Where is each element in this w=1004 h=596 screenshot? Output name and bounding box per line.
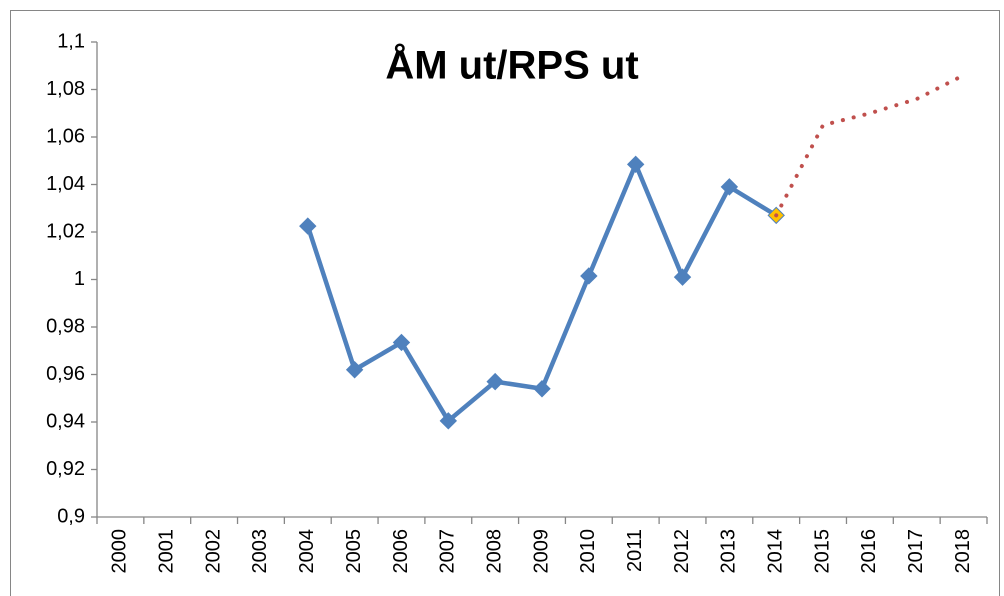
chart-border xyxy=(10,10,1000,596)
marker xyxy=(533,380,551,398)
y-tick-label: 0,96 xyxy=(46,363,85,385)
y-tick-label: 1,1 xyxy=(57,30,85,52)
y-tick-label: 1,02 xyxy=(46,220,85,242)
marker xyxy=(486,372,504,391)
x-tick-label: 2011 xyxy=(624,529,646,572)
marker xyxy=(580,267,598,285)
x-tick-label: 2018 xyxy=(952,529,974,574)
x-tick-label: 2008 xyxy=(483,529,505,574)
x-tick-label: 2015 xyxy=(811,529,833,574)
x-tick-label: 2009 xyxy=(530,529,552,574)
y-tick-label: 0,94 xyxy=(46,410,85,432)
marker xyxy=(626,155,645,174)
x-tick-label: 2004 xyxy=(296,529,318,574)
marker xyxy=(345,361,364,379)
y-tick-label: 0,98 xyxy=(46,315,85,337)
x-tick-label: 2001 xyxy=(156,529,178,574)
chart-title: ÅM ut/RPS ut xyxy=(385,43,638,88)
x-tick-label: 2014 xyxy=(764,529,786,574)
x-tick-label: 2006 xyxy=(390,529,412,574)
x-tick-label: 2010 xyxy=(577,529,599,574)
x-tick-label: 2012 xyxy=(671,529,693,574)
x-tick-label: 2003 xyxy=(249,529,271,574)
marker xyxy=(299,217,317,235)
y-tick-label: 0,9 xyxy=(57,505,85,527)
x-tick-label: 2002 xyxy=(202,529,224,574)
y-tick-label: 1 xyxy=(74,268,85,290)
x-tick-label: 2005 xyxy=(343,529,365,574)
x-tick-label: 2013 xyxy=(718,529,740,574)
y-tick-label: 1,04 xyxy=(46,173,85,195)
x-tick-label: 2007 xyxy=(437,529,459,574)
marker xyxy=(673,268,692,286)
x-tick-label: 2016 xyxy=(858,529,880,574)
y-tick-label: 1,08 xyxy=(46,78,85,100)
marker xyxy=(392,333,411,352)
marker xyxy=(720,178,739,196)
x-tick-label: 2017 xyxy=(905,529,927,574)
series-line xyxy=(774,73,966,218)
y-tick-label: 1,06 xyxy=(46,125,85,147)
y-tick-label: 0,92 xyxy=(46,458,85,480)
marker xyxy=(439,412,458,430)
x-tick-label: 2000 xyxy=(109,529,131,574)
